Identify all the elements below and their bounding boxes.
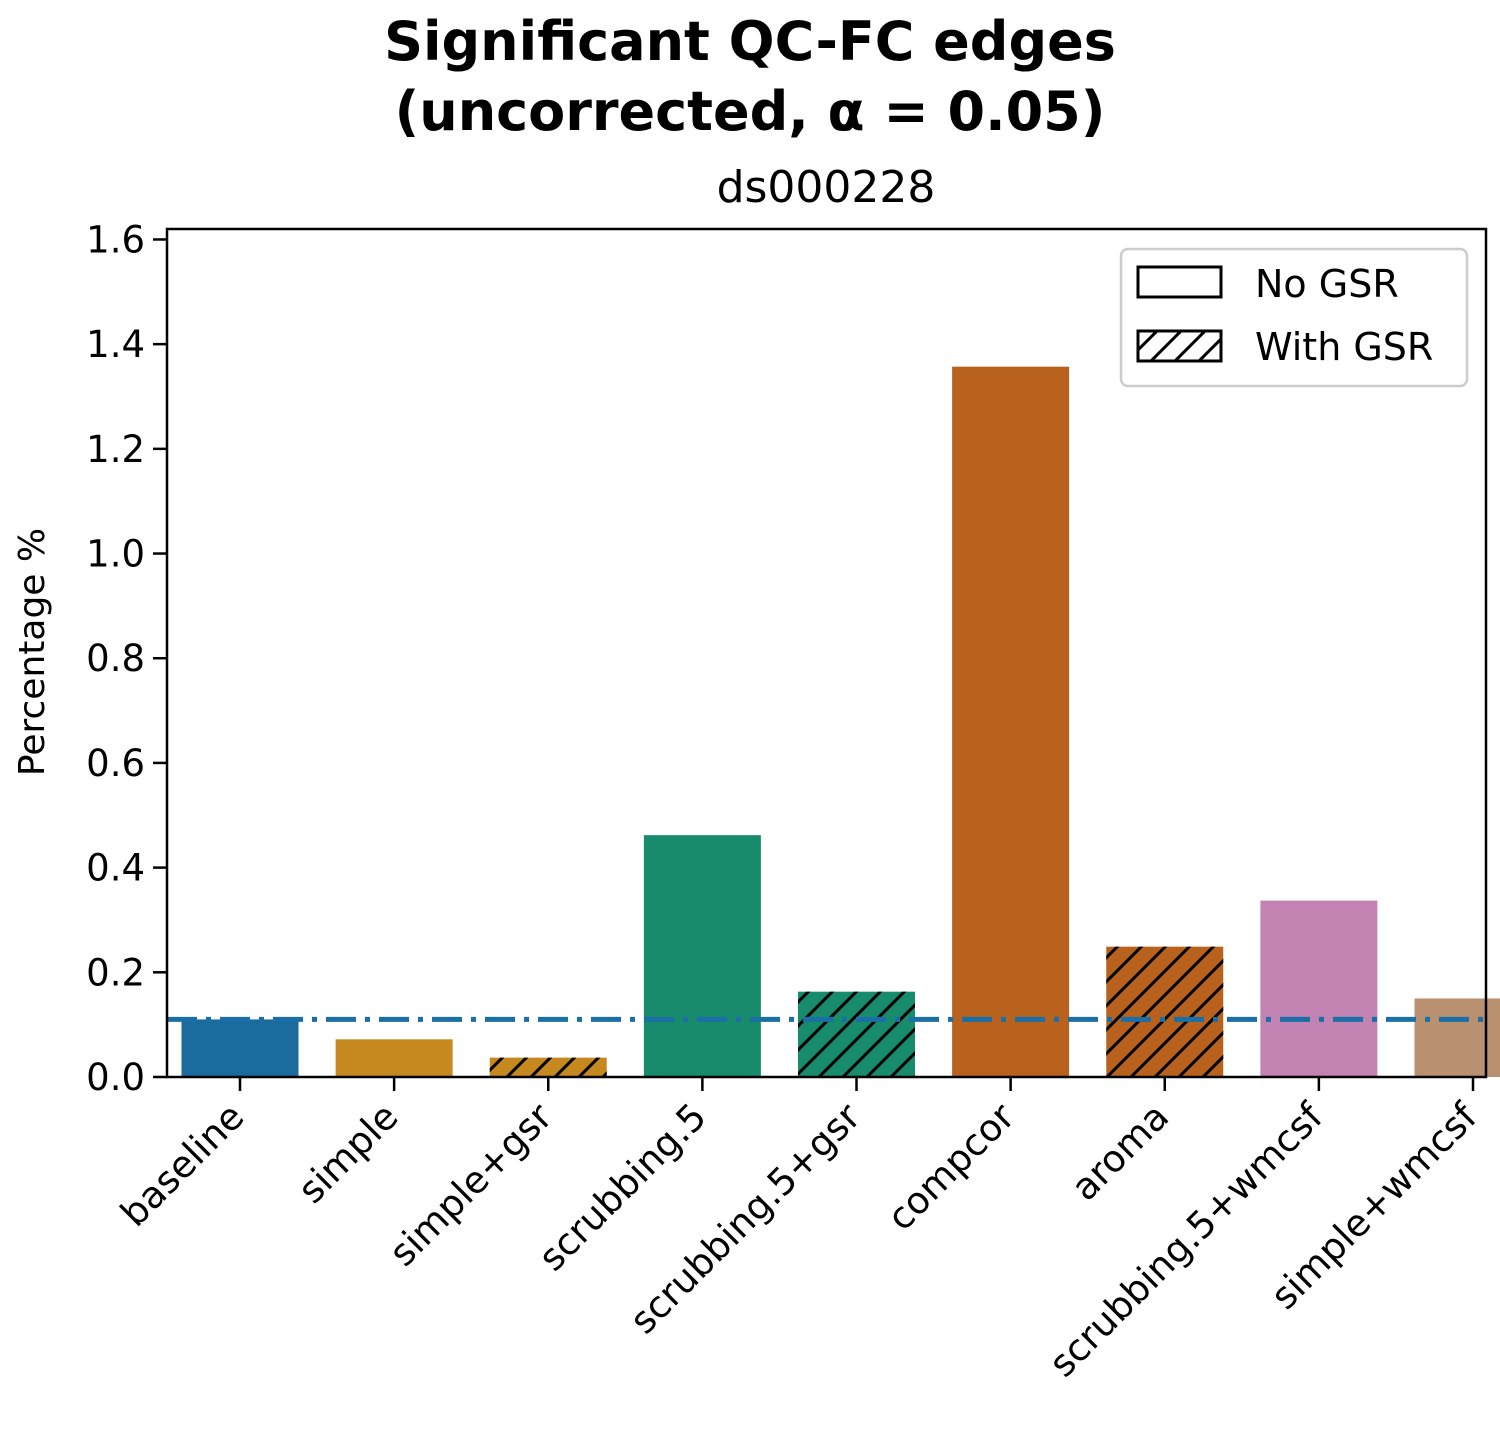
y-tick-label: 0.6 bbox=[86, 742, 145, 785]
legend: No GSR With GSR bbox=[1119, 247, 1469, 388]
legend-label-with-gsr: With GSR bbox=[1255, 325, 1433, 369]
y-tick-label: 0.0 bbox=[86, 1056, 145, 1099]
legend-label-no-gsr: No GSR bbox=[1255, 262, 1399, 306]
chart-title-line2: (uncorrected, α = 0.05) bbox=[395, 80, 1106, 143]
bar-scrubbing-5 bbox=[643, 835, 761, 1077]
y-tick-label: 1.4 bbox=[86, 323, 145, 366]
x-tick-label: simple bbox=[290, 1095, 407, 1212]
bar-hatch-simple-gsr bbox=[489, 1057, 607, 1077]
y-tick-label: 0.8 bbox=[86, 637, 145, 680]
plot-frame bbox=[165, 227, 1488, 1079]
chart-title: Significant QC-FC edges bbox=[384, 10, 1116, 73]
bar-hatch-aroma bbox=[1106, 946, 1224, 1077]
legend-swatch-with-gsr bbox=[1136, 329, 1223, 363]
y-axis: 0.0 0.2 0.4 0.6 0.8 1.0 1.2 1.4 1.6 bbox=[86, 218, 167, 1099]
legend-swatch-no-gsr bbox=[1136, 265, 1223, 299]
x-axis: baseline simplesimple+gsrscrubbing.5scrub… bbox=[112, 1077, 1486, 1385]
x-tick-label: baseline bbox=[112, 1095, 252, 1235]
y-tick-label: 0.2 bbox=[86, 951, 145, 994]
bar-hatch-scrubbing-5-gsr bbox=[798, 991, 915, 1077]
y-tick-label: 1.2 bbox=[86, 428, 145, 471]
bar-simple bbox=[335, 1039, 453, 1077]
y-axis-label: Percentage % bbox=[12, 528, 53, 776]
bar-compcor bbox=[952, 366, 1070, 1077]
y-tick-label: 0.4 bbox=[86, 847, 145, 890]
y-tick-label: 1.6 bbox=[86, 218, 145, 261]
x-tick-label: compcor bbox=[879, 1094, 1024, 1239]
bar-baseline bbox=[181, 1019, 299, 1077]
chart-subtitle: ds000228 bbox=[717, 162, 936, 213]
x-tick-label: aroma bbox=[1063, 1095, 1177, 1209]
bars bbox=[181, 366, 1500, 1077]
x-tick-label: scrubbing.5+wmcsf bbox=[1041, 1094, 1332, 1385]
y-tick-label: 1.0 bbox=[86, 533, 145, 576]
bar-scrubbing-5-wmcsf bbox=[1260, 900, 1378, 1077]
